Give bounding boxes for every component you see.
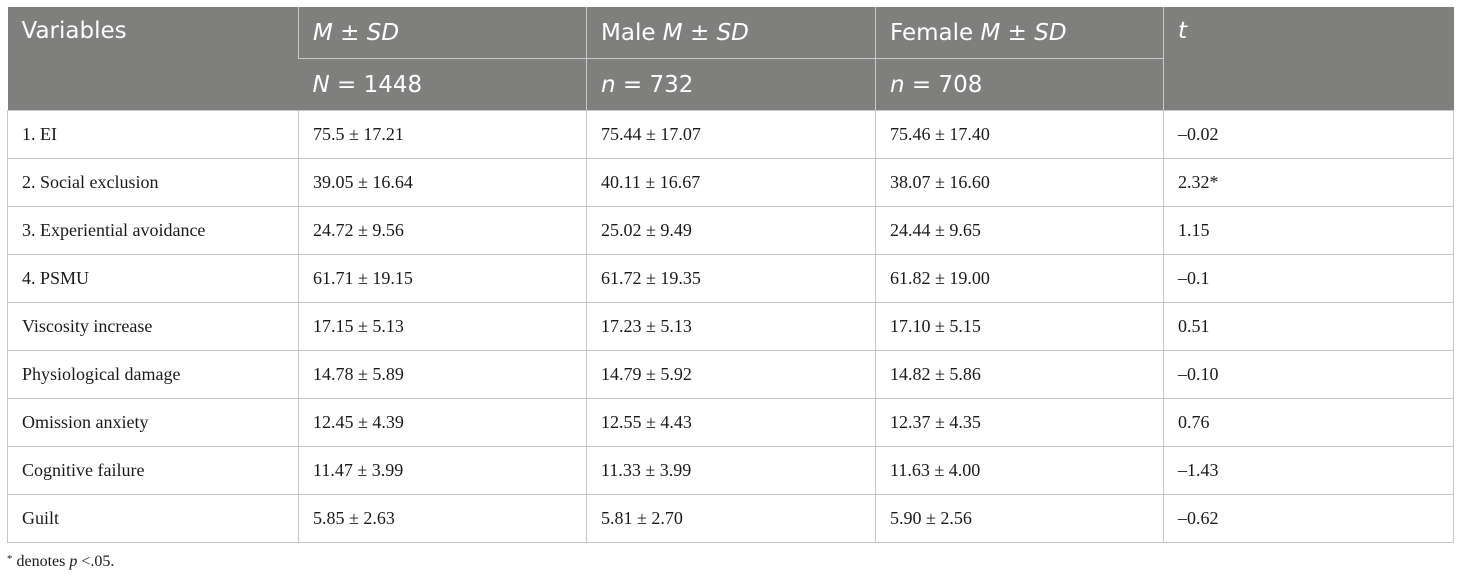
female-cell: 61.82 ± 19.00 (875, 254, 1164, 303)
variable-cell: Physiological damage (7, 350, 299, 399)
header-overall-stat: M ± SD (298, 7, 587, 59)
variable-cell: 2. Social exclusion (7, 158, 299, 207)
header-male-n: n = 732 (586, 58, 876, 111)
variable-cell: Cognitive failure (7, 446, 299, 495)
male-cell: 17.23 ± 5.13 (586, 302, 876, 351)
t-cell: –1.43 (1163, 446, 1454, 495)
overall-cell: 39.05 ± 16.64 (298, 158, 587, 207)
female-cell: 75.46 ± 17.40 (875, 110, 1164, 159)
female-cell: 14.82 ± 5.86 (875, 350, 1164, 399)
table-row: 4. PSMU 61.71 ± 19.15 61.72 ± 19.35 61.82 ±… (7, 254, 1454, 303)
table-footnote: * denotes p <.05. (7, 553, 115, 570)
male-cell: 75.44 ± 17.07 (586, 110, 876, 159)
variable-cell: Viscosity increase (7, 302, 299, 351)
variable-cell: 3. Experiential avoidance (7, 206, 299, 255)
overall-cell: 61.71 ± 19.15 (298, 254, 587, 303)
t-cell: 1.15 (1163, 206, 1454, 255)
male-cell: 14.79 ± 5.92 (586, 350, 876, 399)
descriptive-statistics-table: Variables M ± SD Male M ± SD Female M ± … (7, 7, 1454, 543)
t-cell: 2.32* (1163, 158, 1454, 207)
overall-cell: 75.5 ± 17.21 (298, 110, 587, 159)
t-cell: –0.10 (1163, 350, 1454, 399)
table-row: 2. Social exclusion 39.05 ± 16.64 40.11 ± … (7, 158, 1454, 207)
header-female-stat: Female M ± SD (875, 7, 1164, 59)
variable-cell: Guilt (7, 494, 299, 543)
t-cell: –0.1 (1163, 254, 1454, 303)
overall-cell: 11.47 ± 3.99 (298, 446, 587, 495)
footnote-marker: * (7, 553, 13, 565)
table-row: Omission anxiety 12.45 ± 4.39 12.55 ± 4.43… (7, 398, 1454, 447)
variable-cell: 4. PSMU (7, 254, 299, 303)
overall-cell: 14.78 ± 5.89 (298, 350, 587, 399)
overall-cell: 24.72 ± 9.56 (298, 206, 587, 255)
header-female-n: n = 708 (875, 58, 1164, 111)
overall-cell: 12.45 ± 4.39 (298, 398, 587, 447)
header-t: t (1163, 7, 1454, 111)
overall-cell: 5.85 ± 2.63 (298, 494, 587, 543)
male-cell: 25.02 ± 9.49 (586, 206, 876, 255)
male-cell: 5.81 ± 2.70 (586, 494, 876, 543)
table-header: Variables M ± SD Male M ± SD Female M ± … (7, 7, 1454, 111)
male-cell: 12.55 ± 4.43 (586, 398, 876, 447)
female-cell: 5.90 ± 2.56 (875, 494, 1164, 543)
t-cell: 0.51 (1163, 302, 1454, 351)
female-cell: 11.63 ± 4.00 (875, 446, 1164, 495)
table-row: Physiological damage 14.78 ± 5.89 14.79 ± … (7, 350, 1454, 399)
female-cell: 24.44 ± 9.65 (875, 206, 1164, 255)
header-overall-n: N = 1448 (298, 58, 587, 111)
t-cell: –0.62 (1163, 494, 1454, 543)
table-row: Viscosity increase 17.15 ± 5.13 17.23 ± 5.… (7, 302, 1454, 351)
header-male-stat: Male M ± SD (586, 7, 876, 59)
header-variables: Variables (7, 7, 299, 111)
male-cell: 11.33 ± 3.99 (586, 446, 876, 495)
t-cell: –0.02 (1163, 110, 1454, 159)
table-row: Guilt 5.85 ± 2.63 5.81 ± 2.70 5.90 ± 2.56 –0… (7, 494, 1454, 543)
variable-cell: Omission anxiety (7, 398, 299, 447)
table-row: 3. Experiential avoidance 24.72 ± 9.56 25.… (7, 206, 1454, 255)
table-row: Cognitive failure 11.47 ± 3.99 11.33 ± 3.9… (7, 446, 1454, 495)
male-cell: 61.72 ± 19.35 (586, 254, 876, 303)
table-body: 1. EI 75.5 ± 17.21 75.44 ± 17.07 75.46 ± 17… (7, 110, 1454, 543)
male-cell: 40.11 ± 16.67 (586, 158, 876, 207)
table-row: 1. EI 75.5 ± 17.21 75.44 ± 17.07 75.46 ± 17… (7, 110, 1454, 159)
female-cell: 17.10 ± 5.15 (875, 302, 1164, 351)
variable-cell: 1. EI (7, 110, 299, 159)
female-cell: 12.37 ± 4.35 (875, 398, 1164, 447)
overall-cell: 17.15 ± 5.13 (298, 302, 587, 351)
t-cell: 0.76 (1163, 398, 1454, 447)
female-cell: 38.07 ± 16.60 (875, 158, 1164, 207)
